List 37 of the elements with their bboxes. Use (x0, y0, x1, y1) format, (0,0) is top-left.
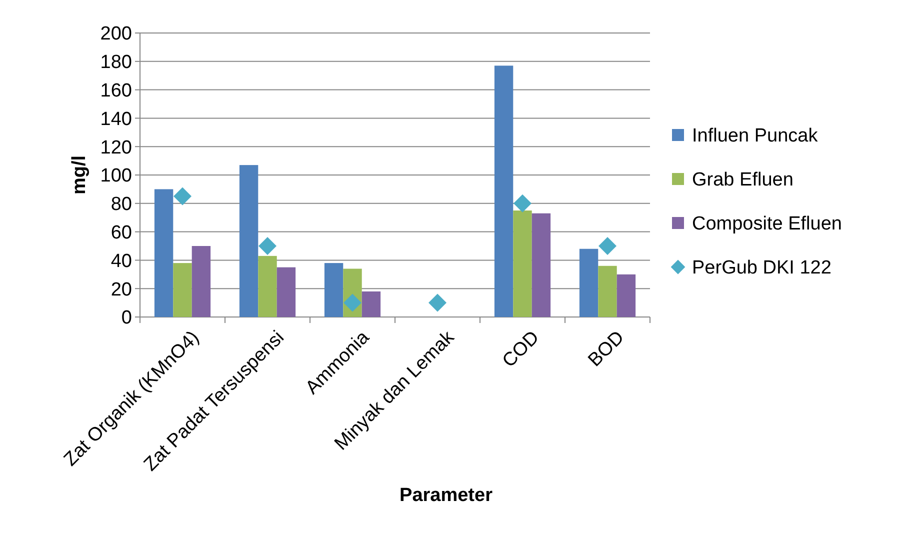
bar (532, 213, 551, 317)
x-axis-title: Parameter (400, 485, 494, 506)
bar (154, 189, 174, 317)
bar (513, 210, 532, 317)
y-tick-label: 140 (100, 108, 132, 130)
bar (276, 267, 296, 317)
legend-label: PerGub DKI 122 (692, 258, 832, 279)
y-tick-label: 160 (100, 80, 132, 102)
legend-label: Influen Puncak (692, 126, 818, 147)
y-tick-label: 80 (110, 194, 132, 216)
point (598, 237, 616, 255)
point (514, 194, 532, 212)
point (344, 294, 362, 312)
y-tick-label: 20 (110, 279, 132, 300)
bar (258, 256, 277, 317)
legend-label: Composite Efluen (692, 214, 842, 235)
bar (579, 248, 598, 317)
y-tick-label: 200 (100, 24, 132, 45)
bar (616, 274, 636, 317)
y-tick-label: 100 (100, 166, 132, 187)
y-axis-title: mg/l (69, 155, 90, 195)
bar (324, 263, 344, 317)
bar (192, 246, 211, 317)
bar (598, 266, 617, 317)
bar (362, 291, 381, 317)
y-tick-label: 180 (100, 52, 132, 74)
y-tick-label: 0 (121, 308, 132, 329)
point (258, 237, 276, 255)
y-tick-label: 40 (110, 250, 132, 272)
point (428, 294, 446, 312)
legend-label: Grab Efluen (692, 170, 794, 191)
y-tick-label: 120 (100, 137, 132, 158)
y-tick-label: 60 (110, 222, 132, 244)
bar (173, 263, 192, 317)
bar (494, 66, 514, 317)
bar (239, 165, 258, 317)
point (174, 187, 192, 206)
